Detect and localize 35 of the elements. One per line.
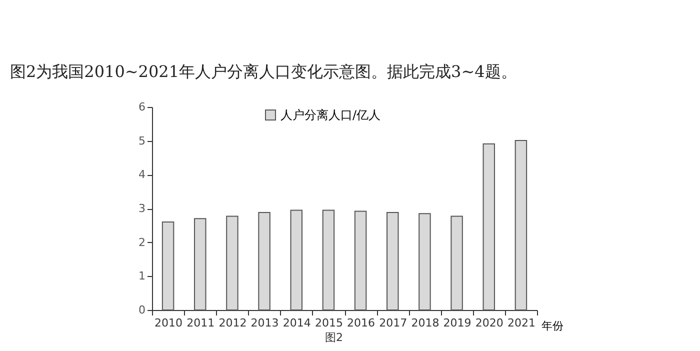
bar (258, 212, 270, 310)
bar (290, 210, 302, 310)
bar (514, 140, 528, 310)
x-tick-label: 2021 (507, 316, 536, 330)
bar (194, 218, 206, 310)
x-tick-label: 2011 (186, 316, 215, 330)
x-tick-label: 2012 (218, 316, 247, 330)
x-tick-label: 2013 (250, 316, 279, 330)
y-tick-label: 6 (138, 100, 146, 114)
y-tick-label: 5 (138, 134, 146, 148)
y-tick-label: 0 (138, 304, 146, 316)
x-tick-label: 2016 (347, 316, 376, 330)
x-tick-label: 2018 (411, 316, 440, 330)
y-tick-label: 4 (138, 168, 146, 182)
bar (226, 216, 238, 310)
bar (450, 216, 463, 310)
x-tick-label: 2014 (282, 316, 311, 330)
x-tick-label: 2015 (314, 316, 343, 330)
x-tick-label: 2017 (379, 316, 408, 330)
x-axis-title: 年份 (542, 320, 564, 332)
caption: 图2 (325, 331, 343, 344)
x-tick-label: 2019 (443, 316, 472, 330)
bar (322, 210, 335, 310)
y-tick-label: 3 (138, 202, 146, 215)
x-tick-label: 2020 (475, 316, 504, 330)
y-tick-label: 2 (138, 236, 146, 249)
bar (482, 143, 495, 310)
x-tick-label: 2010 (154, 316, 183, 330)
y-tick-label: 1 (138, 270, 146, 283)
caption: 图2为我国2010~2021年人户分离人口变化示意图。据此完成3~4题。 (10, 62, 517, 83)
bar (354, 210, 367, 310)
bar (386, 212, 399, 310)
bar (162, 222, 174, 310)
legend-label: 人户分离人口/亿人 (280, 108, 381, 122)
bar (418, 213, 431, 310)
